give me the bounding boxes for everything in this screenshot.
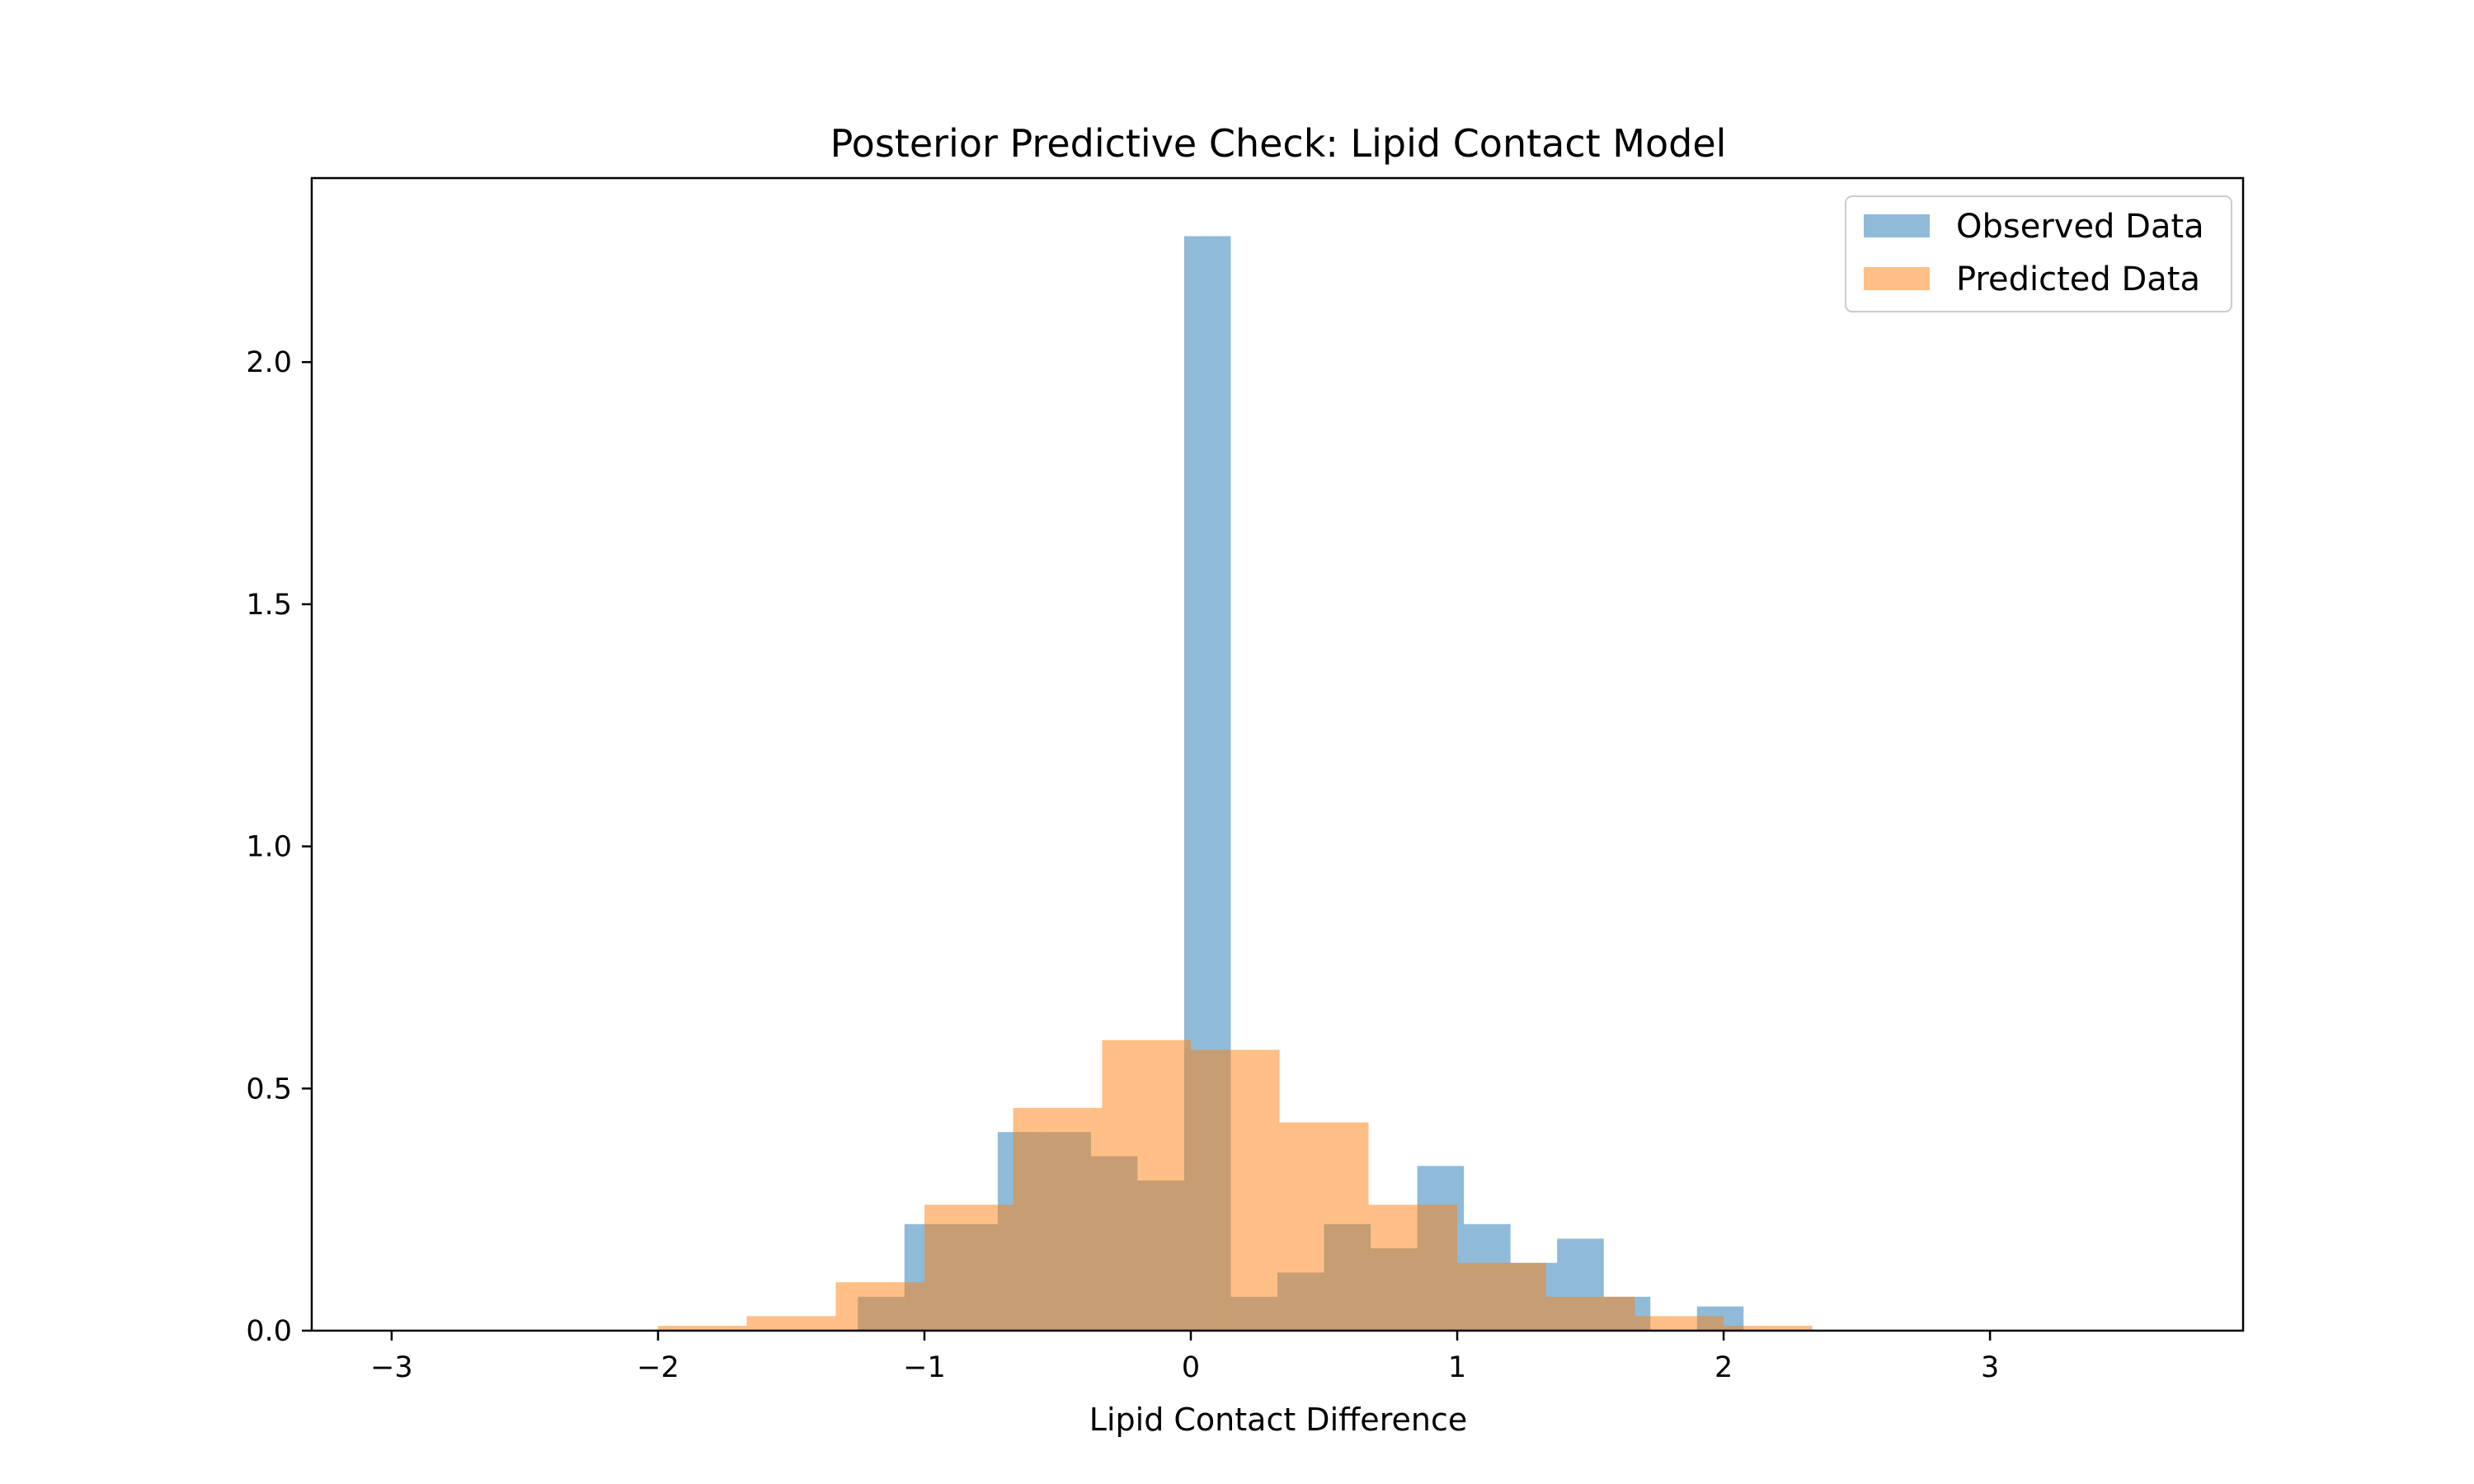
histogram-bar — [657, 1326, 747, 1331]
x-tick-label: −3 — [370, 1351, 413, 1384]
histogram-bar — [1634, 1316, 1724, 1331]
bars-layer — [657, 236, 1813, 1331]
legend: Observed Data Predicted Data — [1845, 195, 2232, 312]
series-1 — [657, 1040, 1813, 1331]
x-tick-label: 1 — [1448, 1351, 1466, 1384]
axes-layer: −3 −2 −1 0 1 2 3 0.0 0.5 1.0 1.5 2.0 — [246, 346, 1999, 1384]
plot-frame — [310, 176, 2245, 1332]
x-axis-title: Lipid Contact Difference — [1089, 1402, 1467, 1438]
y-tick-label: 0.0 — [246, 1315, 292, 1348]
legend-label: Predicted Data — [1956, 261, 2200, 298]
y-tick-label: 1.0 — [246, 831, 292, 864]
legend-box — [1845, 195, 2232, 312]
histogram-bar — [1279, 1122, 1369, 1331]
x-tick-label: 3 — [1981, 1351, 1999, 1384]
histogram-bar — [924, 1205, 1014, 1331]
histogram-bar — [835, 1282, 924, 1331]
legend-swatch — [1864, 214, 1930, 237]
chart-title: Posterior Predictive Check: Lipid Contac… — [830, 121, 1727, 166]
histogram-bar — [1368, 1205, 1458, 1331]
histogram-bar — [1457, 1262, 1546, 1331]
histogram-bar — [1191, 1050, 1280, 1331]
x-tick-label: 2 — [1714, 1351, 1733, 1384]
histogram-bar — [1013, 1107, 1103, 1331]
y-tick-label: 0.5 — [246, 1073, 292, 1106]
x-tick-label: 0 — [1182, 1351, 1200, 1384]
x-tick-label: −1 — [903, 1351, 946, 1384]
histogram-bar — [1102, 1040, 1192, 1331]
histogram-bar — [1724, 1326, 1813, 1331]
histogram-bar — [1545, 1296, 1635, 1331]
y-tick-label: 2.0 — [246, 346, 292, 379]
histogram-bar — [746, 1316, 836, 1331]
y-tick-label: 1.5 — [246, 589, 292, 622]
legend-swatch — [1864, 267, 1930, 290]
legend-label: Observed Data — [1956, 208, 2204, 246]
x-tick-label: −2 — [637, 1351, 680, 1384]
